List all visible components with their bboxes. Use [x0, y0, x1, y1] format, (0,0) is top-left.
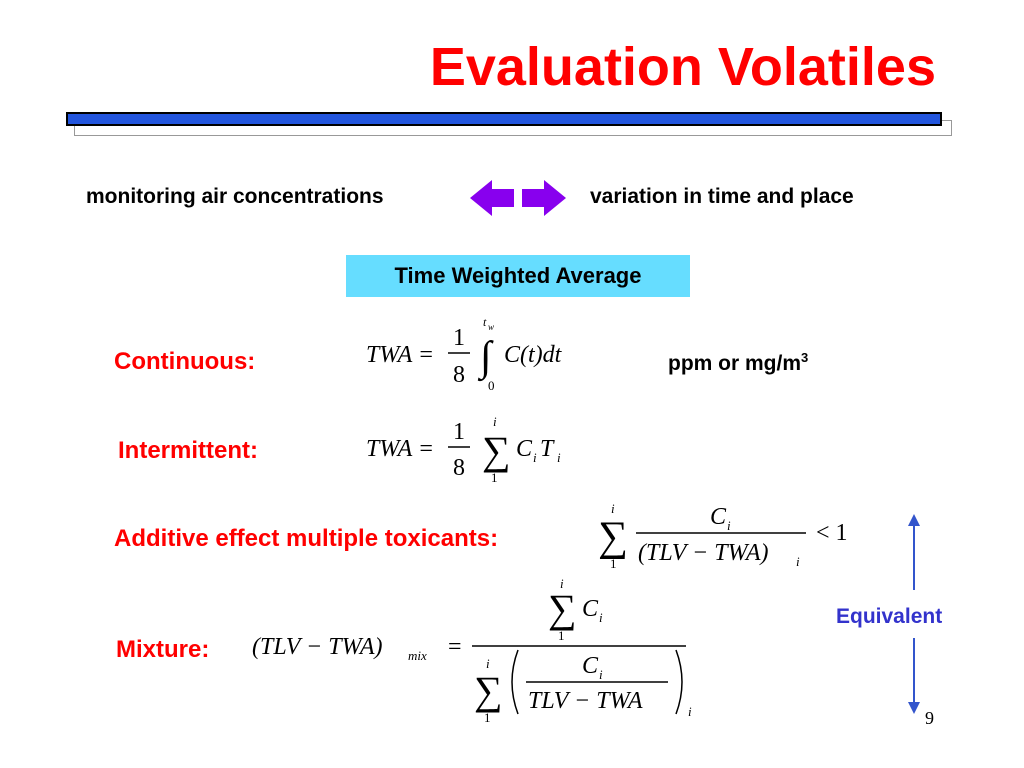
continuous-formula: TWA = 1 8 ∫ t w 0 C(t)dt	[366, 315, 563, 393]
continuous-upper-sub: w	[488, 322, 494, 332]
continuous-upper: t	[483, 315, 487, 329]
additive-formula: ∑ i 1 C i (TLV − TWA) i < 1	[598, 501, 848, 571]
intermittent-lhs: TWA =	[366, 436, 434, 462]
intermittent-label: Intermittent:	[118, 437, 258, 464]
intermittent-formula: TWA = 1 8 ∑ i 1 C i T i	[366, 414, 561, 485]
continuous-frac-num: 1	[453, 325, 465, 351]
mixture-left-paren	[511, 649, 519, 715]
intermittent-frac-den: 8	[453, 455, 465, 481]
mixture-inner-num-sub: i	[599, 667, 603, 682]
page-number: 9	[925, 708, 934, 728]
intermittent-lower: 1	[491, 470, 498, 485]
units-text: ppm or mg/m3	[668, 350, 808, 376]
intermittent-frac-num: 1	[453, 419, 465, 445]
mixture-inner-num: C	[582, 653, 599, 679]
additive-upper: i	[611, 501, 615, 516]
left-right-arrow-icon	[470, 180, 566, 216]
additive-rhs: < 1	[816, 520, 848, 546]
intermittent-term-t-sub: i	[557, 450, 561, 465]
title-bar	[66, 112, 942, 126]
mixture-label: Mixture:	[116, 636, 210, 663]
additive-num: C	[710, 504, 727, 530]
mixture-bot-sum-sign: ∑	[474, 668, 503, 713]
intermittent-sum-sign: ∑	[482, 428, 511, 473]
additive-den-sub: i	[796, 554, 800, 569]
intermittent-term-t: T	[540, 436, 555, 462]
mixture-top-term: C	[582, 596, 599, 622]
continuous-frac-den: 8	[453, 362, 465, 388]
mixture-bot-upper: i	[486, 656, 490, 671]
mixture-top-upper: i	[560, 578, 564, 591]
mixture-top-term-sub: i	[599, 610, 603, 625]
additive-lower: 1	[610, 556, 617, 571]
intermittent-term-c: C	[516, 436, 533, 462]
mixture-bot-lower: 1	[484, 710, 491, 725]
additive-label: Additive effect multiple toxicants:	[114, 525, 499, 552]
mixture-formula: (TLV − TWA) mix = ∑ i 1 C i ∑ i 1 C i TL…	[252, 578, 692, 725]
variation-text: variation in time and place	[590, 185, 854, 208]
continuous-integrand: C(t)dt	[504, 342, 563, 368]
up-down-arrow-icon	[908, 514, 920, 714]
mixture-lhs-sub: mix	[408, 648, 427, 663]
mixture-outer-sub: i	[688, 704, 692, 719]
intermittent-upper: i	[493, 414, 497, 429]
monitoring-text: monitoring air concentrations	[86, 185, 384, 208]
slide-title: Evaluation Volatiles	[429, 37, 936, 97]
continuous-label: Continuous:	[114, 348, 256, 375]
integral-sign: ∫	[477, 334, 494, 382]
mixture-top-sum-sign: ∑	[548, 586, 577, 631]
additive-num-sub: i	[727, 518, 731, 533]
equivalent-label: Equivalent	[836, 605, 943, 628]
additive-den: (TLV − TWA)	[638, 540, 769, 566]
intermittent-term-c-sub: i	[533, 450, 537, 465]
mixture-inner-den: TLV − TWA	[528, 688, 643, 714]
mixture-lhs: (TLV − TWA)	[252, 634, 383, 660]
continuous-lower: 0	[488, 378, 495, 393]
additive-sum-sign: ∑	[598, 514, 628, 560]
continuous-lhs: TWA =	[366, 342, 434, 368]
units-superscript: 3	[801, 350, 809, 365]
mixture-top-lower: 1	[558, 628, 565, 643]
mixture-equals: =	[448, 634, 462, 660]
twa-box: Time Weighted Average	[346, 255, 690, 297]
units-main: ppm or mg/m	[668, 352, 802, 375]
mixture-right-paren	[675, 649, 683, 715]
twa-box-label: Time Weighted Average	[394, 263, 642, 288]
